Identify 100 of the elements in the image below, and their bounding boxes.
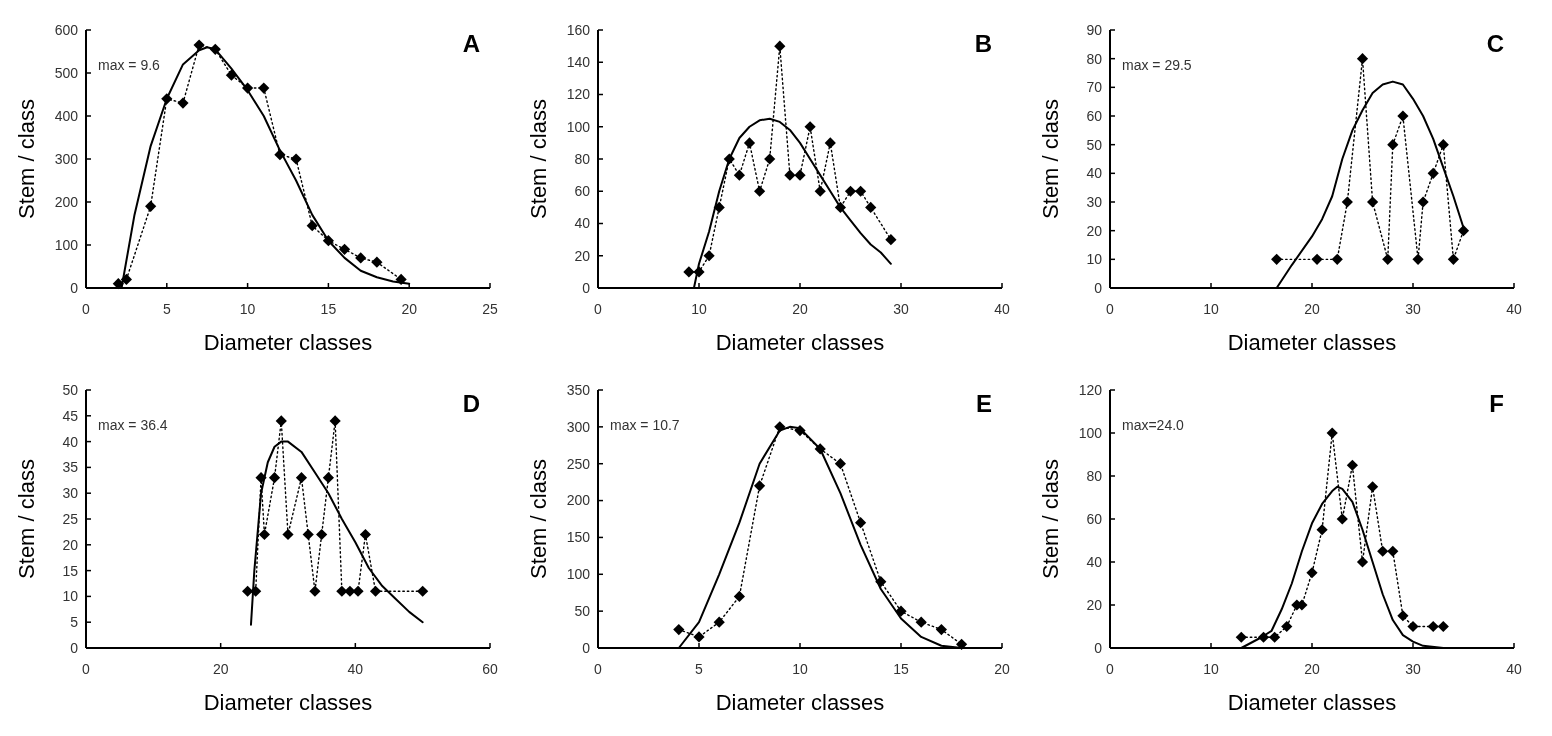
- x-tick-label: 20: [792, 301, 808, 317]
- y-tick-label: 80: [1086, 467, 1103, 484]
- x-tick-label: 0: [594, 301, 603, 317]
- y-axis-title: Stem / class: [1038, 99, 1063, 219]
- y-tick-label: 40: [62, 433, 79, 450]
- y-tick-label: 300: [566, 418, 591, 435]
- x-tick-label: 40: [347, 661, 364, 677]
- x-tick-label: 30: [1405, 661, 1421, 677]
- y-tick-label: 300: [54, 150, 79, 167]
- y-tick-label: 600: [54, 21, 79, 38]
- x-tick-label: 0: [1106, 661, 1115, 677]
- y-tick-label: 0: [582, 639, 591, 656]
- x-tick-label: 15: [320, 301, 337, 317]
- annotation: max=24.0: [1122, 417, 1185, 433]
- chart-title: F: [1489, 390, 1504, 417]
- y-tick-label: 90: [1086, 21, 1103, 38]
- x-tick-label: 5: [695, 661, 704, 677]
- y-tick-label: 10: [1086, 251, 1103, 268]
- y-axis-title: Stem / class: [14, 459, 39, 579]
- x-tick-label: 10: [1203, 301, 1219, 317]
- x-axis-title: Diameter classes: [715, 330, 885, 355]
- y-tick-label: 5: [70, 614, 79, 631]
- y-tick-label: 20: [1086, 596, 1103, 613]
- x-tick-label: 0: [82, 661, 91, 677]
- y-tick-label: 0: [1094, 279, 1103, 296]
- y-tick-label: 50: [1086, 136, 1103, 153]
- x-tick-label: 20: [994, 661, 1010, 677]
- y-tick-label: 35: [62, 459, 79, 476]
- annotation: max = 29.5: [1122, 57, 1192, 73]
- y-tick-label: 50: [62, 381, 79, 398]
- x-tick-label: 30: [1405, 301, 1421, 317]
- y-tick-label: 100: [1078, 424, 1103, 441]
- y-tick-label: 200: [54, 193, 79, 210]
- x-tick-label: 40: [994, 301, 1010, 317]
- chart-title: D: [462, 390, 480, 417]
- x-axis-title: Diameter classes: [203, 690, 373, 715]
- y-tick-label: 250: [566, 455, 591, 472]
- y-axis-title: Stem / class: [526, 99, 551, 219]
- y-tick-label: 100: [566, 566, 591, 583]
- x-tick-label: 25: [482, 301, 498, 317]
- x-tick-label: 15: [893, 661, 909, 677]
- x-tick-label: 20: [1304, 301, 1320, 317]
- y-tick-label: 100: [54, 236, 79, 253]
- x-tick-label: 20: [1304, 661, 1320, 677]
- y-tick-label: 0: [1094, 639, 1103, 656]
- y-tick-label: 60: [574, 183, 591, 200]
- annotation: max = 9.6: [98, 57, 161, 73]
- annotation: max = 36.4: [98, 417, 168, 433]
- y-tick-label: 160: [566, 21, 591, 38]
- x-tick-label: 40: [1506, 301, 1522, 317]
- y-tick-label: 120: [566, 86, 591, 103]
- y-tick-label: 400: [54, 107, 79, 124]
- chart-title: A: [462, 30, 480, 57]
- chart-title: B: [974, 30, 992, 57]
- y-tick-label: 80: [1086, 50, 1103, 67]
- y-tick-label: 60: [1086, 107, 1103, 124]
- y-tick-label: 40: [1086, 553, 1103, 570]
- y-axis-title: Stem / class: [1038, 459, 1063, 579]
- y-tick-label: 25: [62, 510, 79, 527]
- x-tick-label: 0: [594, 661, 603, 677]
- y-axis-title: Stem / class: [526, 459, 551, 579]
- y-tick-label: 200: [566, 492, 591, 509]
- x-tick-label: 5: [162, 301, 171, 317]
- x-tick-label: 60: [482, 661, 498, 677]
- y-tick-label: 350: [566, 381, 591, 398]
- x-tick-label: 10: [792, 661, 808, 677]
- x-tick-label: 10: [1203, 661, 1219, 677]
- x-tick-label: 30: [893, 301, 909, 317]
- y-tick-label: 120: [1078, 381, 1103, 398]
- x-axis-title: Diameter classes: [715, 690, 885, 715]
- y-tick-label: 15: [62, 562, 79, 579]
- x-tick-label: 10: [691, 301, 707, 317]
- annotation: max = 10.7: [610, 417, 680, 433]
- y-tick-label: 20: [574, 247, 591, 264]
- y-tick-label: 100: [566, 118, 591, 135]
- y-tick-label: 50: [574, 603, 591, 620]
- y-tick-label: 0: [582, 279, 591, 296]
- x-axis-title: Diameter classes: [1227, 330, 1397, 355]
- y-tick-label: 60: [1086, 510, 1103, 527]
- y-axis-title: Stem / class: [14, 99, 39, 219]
- x-tick-label: 40: [1506, 661, 1522, 677]
- chart-title: E: [975, 390, 992, 417]
- y-tick-label: 500: [54, 64, 79, 81]
- chart-title: C: [1486, 30, 1504, 57]
- x-tick-label: 20: [212, 661, 229, 677]
- y-tick-label: 30: [1086, 193, 1103, 210]
- y-tick-label: 40: [574, 215, 591, 232]
- x-tick-label: 0: [82, 301, 91, 317]
- y-tick-label: 140: [566, 54, 591, 71]
- y-tick-label: 20: [62, 536, 79, 553]
- y-tick-label: 70: [1086, 79, 1103, 96]
- x-tick-label: 10: [239, 301, 256, 317]
- y-tick-label: 45: [62, 407, 79, 424]
- y-tick-label: 0: [70, 639, 79, 656]
- y-tick-label: 0: [70, 279, 79, 296]
- x-axis-title: Diameter classes: [1227, 690, 1397, 715]
- x-tick-label: 20: [401, 301, 418, 317]
- x-tick-label: 0: [1106, 301, 1115, 317]
- y-tick-label: 20: [1086, 222, 1103, 239]
- y-tick-label: 80: [574, 150, 591, 167]
